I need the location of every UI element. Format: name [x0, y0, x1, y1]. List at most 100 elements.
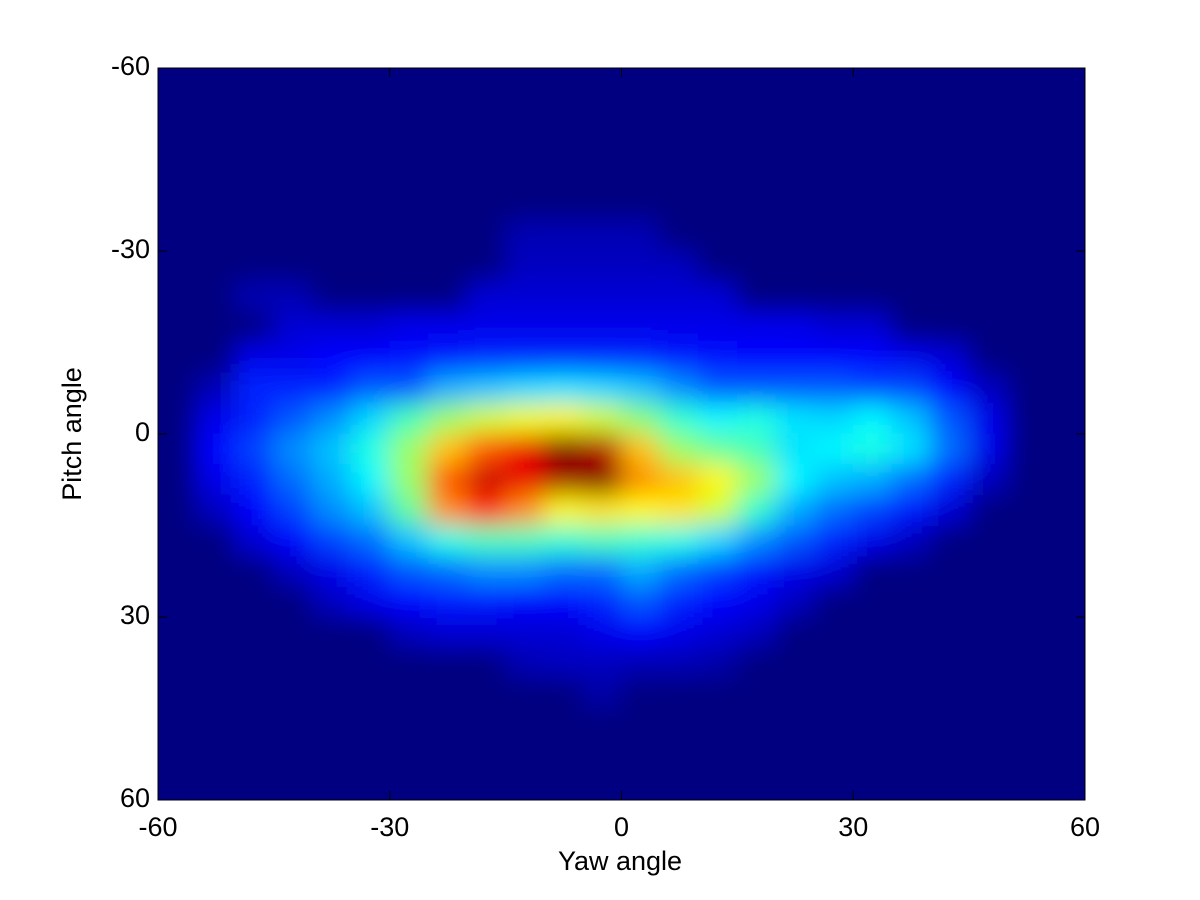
heat-cell: [350, 68, 391, 99]
heat-cell: [427, 128, 468, 160]
heat-cell: [389, 677, 429, 709]
heat-cell: [196, 586, 236, 618]
heat-cell: [1045, 433, 1085, 465]
heat-cell: [427, 250, 468, 282]
heat-cell: [659, 708, 700, 740]
heat-cell: [582, 738, 622, 770]
heat-cell: [852, 555, 893, 587]
heat-cell: [158, 281, 198, 313]
heat-cell: [350, 769, 391, 800]
heat-cell: [698, 98, 738, 130]
heat-cell: [698, 68, 738, 99]
heat-cell: [1045, 464, 1085, 496]
heat-cell: [814, 738, 854, 770]
heat-cell: [775, 433, 816, 465]
heat-cell: [930, 647, 970, 679]
heat-cell: [350, 494, 391, 526]
heat-cell: [1045, 68, 1085, 99]
heat-cell: [891, 403, 931, 435]
heat-cell: [505, 647, 545, 679]
heat-cell: [196, 677, 236, 709]
heat-cell: [621, 98, 661, 130]
heat-cell: [389, 769, 429, 800]
heat-cell: [814, 769, 854, 800]
heat-cell: [234, 403, 275, 435]
heat-cell: [196, 189, 236, 221]
heat-cell: [930, 586, 970, 618]
heat-cell: [312, 677, 352, 709]
heat-cell: [427, 311, 468, 343]
heat-cell: [698, 708, 738, 740]
heat-cell: [1045, 525, 1085, 557]
heat-cell: [466, 677, 507, 709]
heat-cell: [930, 250, 970, 282]
y-tick-label: -60: [111, 51, 150, 81]
heat-cell: [543, 494, 584, 526]
heat-cell: [698, 403, 738, 435]
heat-cell: [427, 647, 468, 679]
heat-cell: [930, 769, 970, 800]
heat-cell: [234, 586, 275, 618]
heat-cell: [736, 677, 777, 709]
heat-cell: [775, 159, 816, 191]
heat-cell: [466, 98, 507, 130]
heat-cell: [273, 281, 313, 313]
heat-cell: [1007, 342, 1047, 374]
heat-cell: [1007, 372, 1047, 404]
heat-cell: [466, 342, 507, 374]
heat-cell: [930, 372, 970, 404]
heat-cell: [543, 647, 584, 679]
heat-cell: [582, 708, 622, 740]
heat-cell: [621, 525, 661, 557]
heat-cell: [852, 159, 893, 191]
heat-cell: [543, 342, 584, 374]
heat-cell: [582, 311, 622, 343]
heat-cell: [196, 738, 236, 770]
heat-cell: [698, 372, 738, 404]
heat-cell: [659, 342, 700, 374]
heat-cell: [891, 342, 931, 374]
heat-cell: [968, 159, 1009, 191]
heat-cell: [814, 403, 854, 435]
heat-cell: [1007, 189, 1047, 221]
heat-cell: [1007, 555, 1047, 587]
heat-cell: [389, 189, 429, 221]
heat-cell: [234, 311, 275, 343]
heat-cell: [852, 403, 893, 435]
heat-cell: [968, 464, 1009, 496]
heat-cell: [968, 433, 1009, 465]
heat-cell: [196, 616, 236, 648]
heat-cell: [1045, 342, 1085, 374]
heat-cell: [312, 708, 352, 740]
heat-cell: [543, 738, 584, 770]
heat-cell: [930, 494, 970, 526]
heat-cell: [312, 281, 352, 313]
heat-cell: [273, 525, 313, 557]
heat-cell: [273, 586, 313, 618]
heat-cell: [775, 220, 816, 252]
heat-cell: [968, 189, 1009, 221]
heat-cell: [736, 738, 777, 770]
heat-cell: [389, 342, 429, 374]
heat-cell: [466, 250, 507, 282]
heat-cell: [968, 220, 1009, 252]
heat-cell: [621, 555, 661, 587]
heat-cell: [158, 464, 198, 496]
heat-cell: [1007, 525, 1047, 557]
heat-cell: [427, 464, 468, 496]
heat-cell: [659, 555, 700, 587]
heat-cell: [505, 98, 545, 130]
heat-cell: [659, 128, 700, 160]
heat-cell: [389, 433, 429, 465]
heat-cell: [543, 769, 584, 800]
heat-cell: [736, 342, 777, 374]
heat-cell: [1007, 494, 1047, 526]
heat-cell: [814, 555, 854, 587]
heatmap: [158, 68, 1085, 800]
heat-cell: [389, 159, 429, 191]
heat-cell: [698, 159, 738, 191]
heat-cell: [158, 647, 198, 679]
heat-cell: [968, 68, 1009, 99]
heat-cell: [659, 403, 700, 435]
heat-cell: [852, 647, 893, 679]
